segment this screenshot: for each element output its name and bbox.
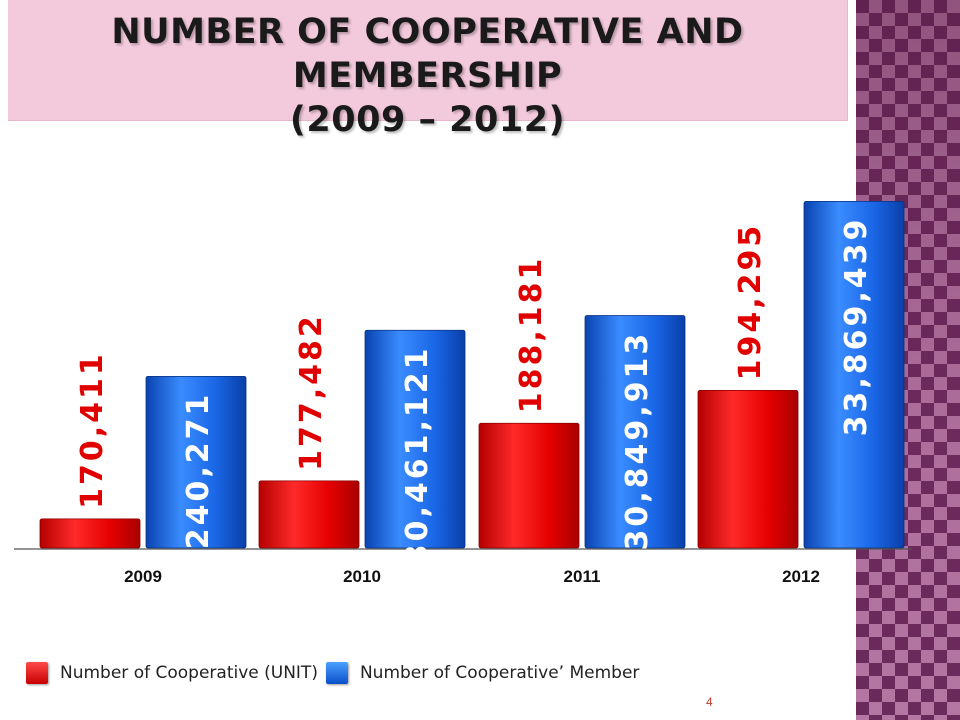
x-tick-label-2012: 2012 bbox=[782, 567, 820, 586]
value-label-cooperative-member-2009: 29,240,271 bbox=[181, 392, 216, 612]
value-label-cooperative-unit-2012: 194,295 bbox=[733, 223, 768, 381]
bar-cooperative-unit-2012 bbox=[697, 389, 799, 549]
bar-cooperative-member-2012 bbox=[803, 200, 905, 549]
title-banner: NUMBER OF COOPERATIVE AND MEMBERSHIP (20… bbox=[8, 0, 848, 140]
legend: Number of Cooperative (UNIT) Number of C… bbox=[26, 655, 647, 691]
bar-cooperative-member-2010 bbox=[364, 329, 466, 549]
legend-label-cooperative-member: Number of Cooperative’ Member bbox=[359, 663, 640, 683]
value-label-cooperative-unit-2010: 177,482 bbox=[294, 313, 329, 471]
bar-cooperative-unit-2010 bbox=[258, 480, 360, 549]
bar-cooperative-member-2011 bbox=[584, 315, 686, 549]
value-label-cooperative-unit-2011: 188,181 bbox=[514, 256, 549, 414]
value-label-cooperative-member-2012: 33,869,439 bbox=[839, 217, 874, 437]
page-number: 4 bbox=[706, 695, 713, 709]
legend-swatch-red bbox=[26, 662, 48, 684]
value-label-cooperative-unit-2009: 170,411 bbox=[75, 351, 110, 509]
value-label-cooperative-member-2011: 30,849,913 bbox=[620, 331, 655, 551]
x-tick-label-2009: 2009 bbox=[124, 567, 162, 586]
legend-label-cooperative-unit: Number of Cooperative (UNIT) bbox=[60, 663, 318, 683]
title-line-2: (2009 – 2012) bbox=[289, 100, 566, 140]
x-tick-label-2011: 2011 bbox=[564, 567, 601, 586]
legend-swatch-blue bbox=[325, 662, 348, 684]
decorative-side-pattern bbox=[856, 0, 960, 720]
legend-item-cooperative-unit: Number of Cooperative (UNIT) bbox=[26, 662, 318, 684]
title-line-1: NUMBER OF COOPERATIVE AND MEMBERSHIP bbox=[111, 12, 744, 96]
bar-cooperative-unit-2009 bbox=[39, 518, 141, 549]
legend-item-cooperative-member: Number of Cooperative’ Member bbox=[325, 662, 640, 684]
bar-cooperative-unit-2011 bbox=[478, 422, 580, 549]
bar-cooperative-member-2009 bbox=[145, 375, 247, 549]
x-tick-label-2010: 2010 bbox=[343, 567, 381, 586]
value-label-cooperative-member-2010: 30,461,121 bbox=[400, 345, 435, 565]
